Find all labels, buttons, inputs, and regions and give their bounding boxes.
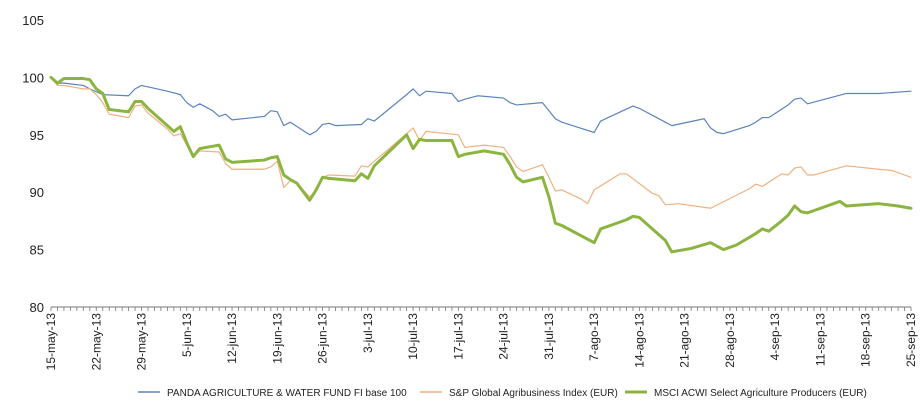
legend-label: PANDA AGRICULTURE & WATER FUND FI base 1… [167, 388, 407, 399]
x-tick-label: 28-ago-13 [723, 313, 737, 368]
y-tick-label: 105 [22, 13, 44, 28]
y-tick-label: 80 [30, 300, 44, 315]
y-tick-label: 85 [30, 243, 44, 258]
y-tick-label: 90 [30, 185, 44, 200]
series-line-2 [50, 76, 912, 209]
x-tick-label: 5-jun-13 [180, 313, 194, 357]
x-tick-label: 17-jul-13 [451, 313, 465, 360]
x-tick-label: 25-sep-13 [904, 313, 918, 367]
series-line-1 [50, 76, 912, 136]
x-tick-label: 14-ago-13 [632, 313, 646, 368]
x-tick-label: 22-may-13 [89, 313, 103, 371]
x-tick-label: 3-jul-13 [361, 313, 375, 353]
x-tick-label: 29-may-13 [135, 313, 149, 371]
x-tick-label: 19-jun-13 [270, 313, 284, 364]
x-tick-label: 4-sep-13 [768, 313, 782, 361]
legend: PANDA AGRICULTURE & WATER FUND FI base 1… [138, 388, 867, 399]
legend-label: S&P Global Agribusiness Index (EUR) [449, 388, 618, 399]
y-tick-label: 95 [30, 128, 44, 143]
x-tick-label: 18-sep-13 [859, 313, 873, 367]
x-tick-label: 24-jul-13 [497, 313, 511, 360]
series-line-3 [49, 75, 913, 254]
x-tick-label: 26-jun-13 [316, 313, 330, 364]
legend-label: MSCI ACWI Select Agriculture Producers (… [654, 388, 867, 399]
x-tick-label: 10-jul-13 [406, 313, 420, 360]
x-axis: 15-may-13 22-may-13 29-may-13 5-jun-13 12-ju… [44, 306, 918, 371]
series-layer [49, 75, 913, 254]
x-tick-label: 7-ago-13 [587, 313, 601, 361]
y-tick-label: 100 [22, 70, 44, 85]
y-axis: 80 85 90 95 100 105 [22, 13, 44, 315]
x-tick-label: 31-jul-13 [542, 313, 556, 360]
x-tick-label: 12-jun-13 [225, 313, 239, 364]
x-tick-label: 11-sep-13 [813, 313, 827, 366]
x-tick-label: 21-ago-13 [678, 313, 692, 368]
x-tick-label: 15-may-13 [44, 313, 58, 371]
